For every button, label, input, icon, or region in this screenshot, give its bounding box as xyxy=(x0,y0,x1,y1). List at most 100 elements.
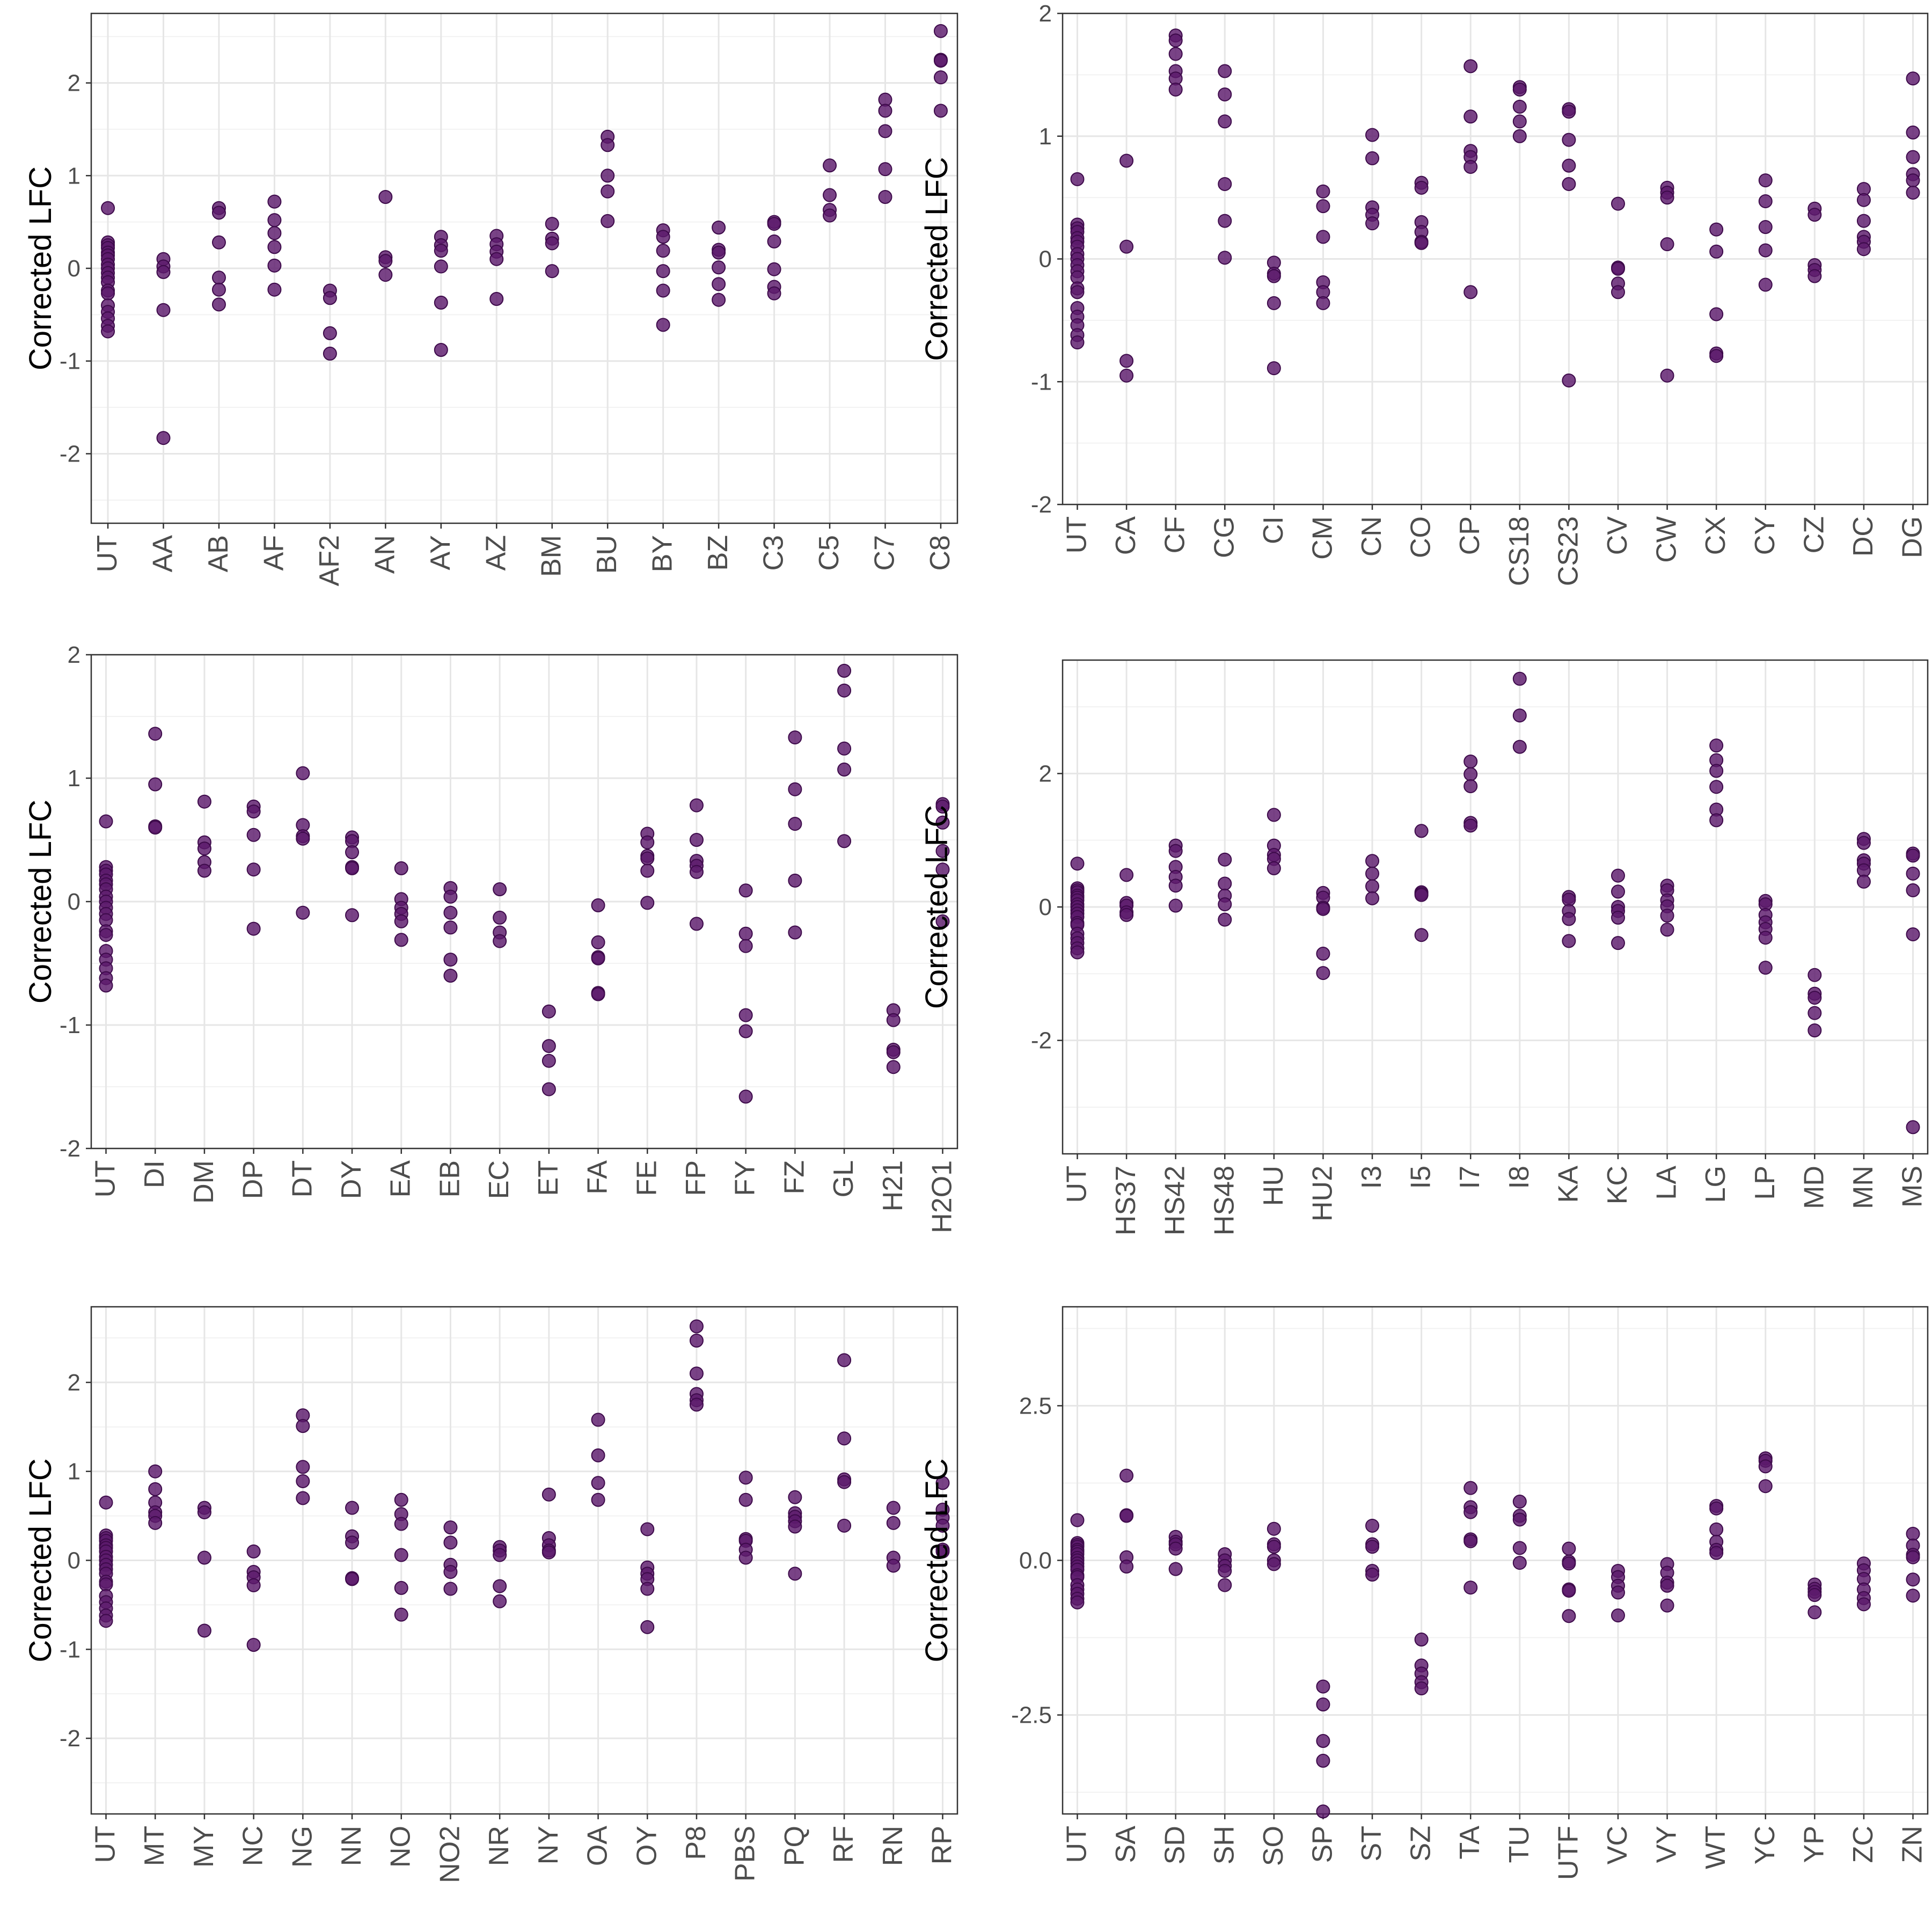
x-tick-label: EC xyxy=(484,1160,515,1199)
data-point xyxy=(99,1614,113,1628)
y-tick-label: 0.0 xyxy=(1019,1548,1052,1574)
data-point xyxy=(1906,150,1920,164)
data-point xyxy=(1562,1541,1576,1556)
data-point xyxy=(323,346,337,361)
x-tick-label: UT xyxy=(1061,516,1092,553)
x-tick-label: HU xyxy=(1258,1166,1289,1206)
data-point xyxy=(1119,868,1134,882)
data-point xyxy=(656,264,670,279)
data-point xyxy=(1660,191,1674,205)
data-point xyxy=(591,987,605,1001)
x-tick-label: P8 xyxy=(680,1826,712,1860)
data-point xyxy=(156,265,171,279)
data-point xyxy=(1856,1597,1871,1612)
data-point xyxy=(1856,836,1871,850)
y-tick-label: -2 xyxy=(60,1725,80,1752)
data-point xyxy=(1414,888,1429,902)
data-point xyxy=(935,815,950,830)
x-tick-label: LP xyxy=(1750,1166,1781,1200)
data-point xyxy=(1660,909,1674,923)
data-point xyxy=(591,1492,605,1507)
data-point xyxy=(640,1620,655,1634)
x-tick-label: C7 xyxy=(869,535,901,570)
data-point xyxy=(591,898,605,912)
x-tick-label: WT xyxy=(1700,1826,1731,1869)
chart-panel-1: -2 -1 0 1 2 Corrected LFC UT AA AB AF AF2 AN AY AZ BM B… xyxy=(23,12,958,586)
x-tick-label: VC xyxy=(1602,1826,1633,1864)
data-points xyxy=(99,663,950,1104)
data-point xyxy=(1316,947,1330,961)
data-point xyxy=(1758,277,1773,292)
data-point xyxy=(1758,931,1773,945)
y-tick-label: 2.5 xyxy=(1019,1393,1052,1419)
data-point xyxy=(878,124,892,138)
x-tick-label: C8 xyxy=(925,535,956,570)
data-point xyxy=(1414,824,1429,838)
data-point xyxy=(878,162,892,177)
data-point xyxy=(443,1582,458,1596)
data-point xyxy=(1365,151,1380,165)
chart-panel-2: -2 -1 0 1 2 Corrected LFC UT CA CF CG CI CM CN CO CP CS… xyxy=(919,1,1929,586)
data-point xyxy=(99,978,113,993)
data-point xyxy=(197,841,211,856)
data-point xyxy=(689,1334,704,1348)
data-point xyxy=(591,1413,605,1427)
data-point xyxy=(246,1544,261,1558)
data-point xyxy=(1365,128,1380,142)
data-point xyxy=(493,1594,507,1608)
x-tick-label: AF xyxy=(258,535,289,570)
data-point xyxy=(1218,114,1232,129)
data-point xyxy=(1562,1583,1576,1598)
x-tick-label: CS23 xyxy=(1553,516,1584,586)
data-point xyxy=(296,1460,310,1474)
data-point xyxy=(1168,844,1183,858)
data-point xyxy=(246,862,261,877)
y-axis-label: Corrected LFC xyxy=(23,166,58,370)
y-tick-label: 1 xyxy=(1039,123,1052,150)
data-point xyxy=(1218,1578,1232,1592)
data-point xyxy=(148,727,163,741)
data-point xyxy=(1463,779,1478,793)
data-point xyxy=(148,821,163,835)
data-point xyxy=(1168,1562,1183,1576)
x-tick-label: UT xyxy=(1061,1826,1092,1863)
data-point xyxy=(1709,813,1724,828)
data-point xyxy=(1267,1540,1281,1554)
data-point xyxy=(545,236,559,251)
x-tick-label: CZ xyxy=(1798,516,1829,553)
data-point xyxy=(1758,220,1773,235)
data-point xyxy=(1562,158,1576,173)
data-point xyxy=(211,206,226,220)
x-tick-label: RP xyxy=(926,1826,957,1864)
x-tick-label: RF xyxy=(828,1826,859,1863)
data-point xyxy=(1463,59,1478,74)
data-point xyxy=(837,1518,852,1533)
x-tick-label: CY xyxy=(1750,516,1781,555)
data-point xyxy=(767,262,781,276)
x-tick-label: TU xyxy=(1504,1826,1535,1863)
y-tick-label: -1 xyxy=(60,1012,80,1038)
x-tick-label: H2O1 xyxy=(926,1160,957,1233)
x-tick-label: BU xyxy=(591,535,623,574)
data-point xyxy=(1758,243,1773,258)
data-point xyxy=(1463,754,1478,769)
data-point xyxy=(1316,1679,1330,1694)
data-point xyxy=(823,208,837,223)
data-point xyxy=(1463,767,1478,781)
data-point xyxy=(1316,1734,1330,1748)
data-point xyxy=(767,217,781,231)
data-point xyxy=(933,54,948,68)
data-point xyxy=(1463,159,1478,174)
data-point xyxy=(935,862,950,877)
data-point xyxy=(1758,1459,1773,1474)
data-point xyxy=(345,908,360,923)
x-tick-label: NN xyxy=(336,1826,367,1866)
x-tick-label: KC xyxy=(1602,1166,1633,1204)
data-point xyxy=(1611,196,1625,211)
data-point xyxy=(1119,153,1134,168)
data-point xyxy=(767,234,781,248)
data-point xyxy=(443,905,458,920)
x-tick-label: TA xyxy=(1454,1826,1485,1860)
data-point xyxy=(296,1491,310,1505)
data-point xyxy=(788,730,802,745)
